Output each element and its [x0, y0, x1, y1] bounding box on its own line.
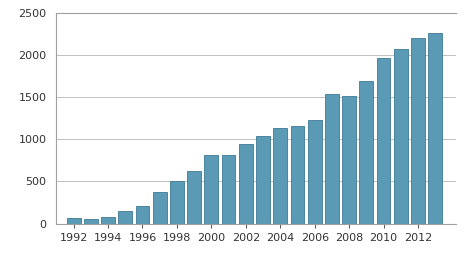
- Bar: [84, 219, 98, 224]
- Bar: [136, 206, 149, 224]
- Bar: [376, 58, 391, 224]
- Bar: [170, 181, 184, 224]
- Bar: [308, 120, 321, 224]
- Bar: [394, 49, 407, 224]
- Bar: [274, 128, 287, 224]
- Bar: [101, 217, 115, 224]
- Bar: [67, 218, 80, 224]
- Bar: [428, 33, 442, 224]
- Bar: [153, 193, 166, 224]
- Bar: [239, 144, 253, 224]
- Bar: [222, 155, 235, 224]
- Bar: [118, 211, 132, 224]
- Bar: [256, 136, 270, 224]
- Bar: [325, 94, 339, 224]
- Bar: [342, 96, 356, 224]
- Bar: [411, 38, 425, 224]
- Bar: [290, 126, 305, 224]
- Bar: [204, 155, 218, 224]
- Bar: [360, 81, 373, 224]
- Bar: [187, 171, 201, 224]
